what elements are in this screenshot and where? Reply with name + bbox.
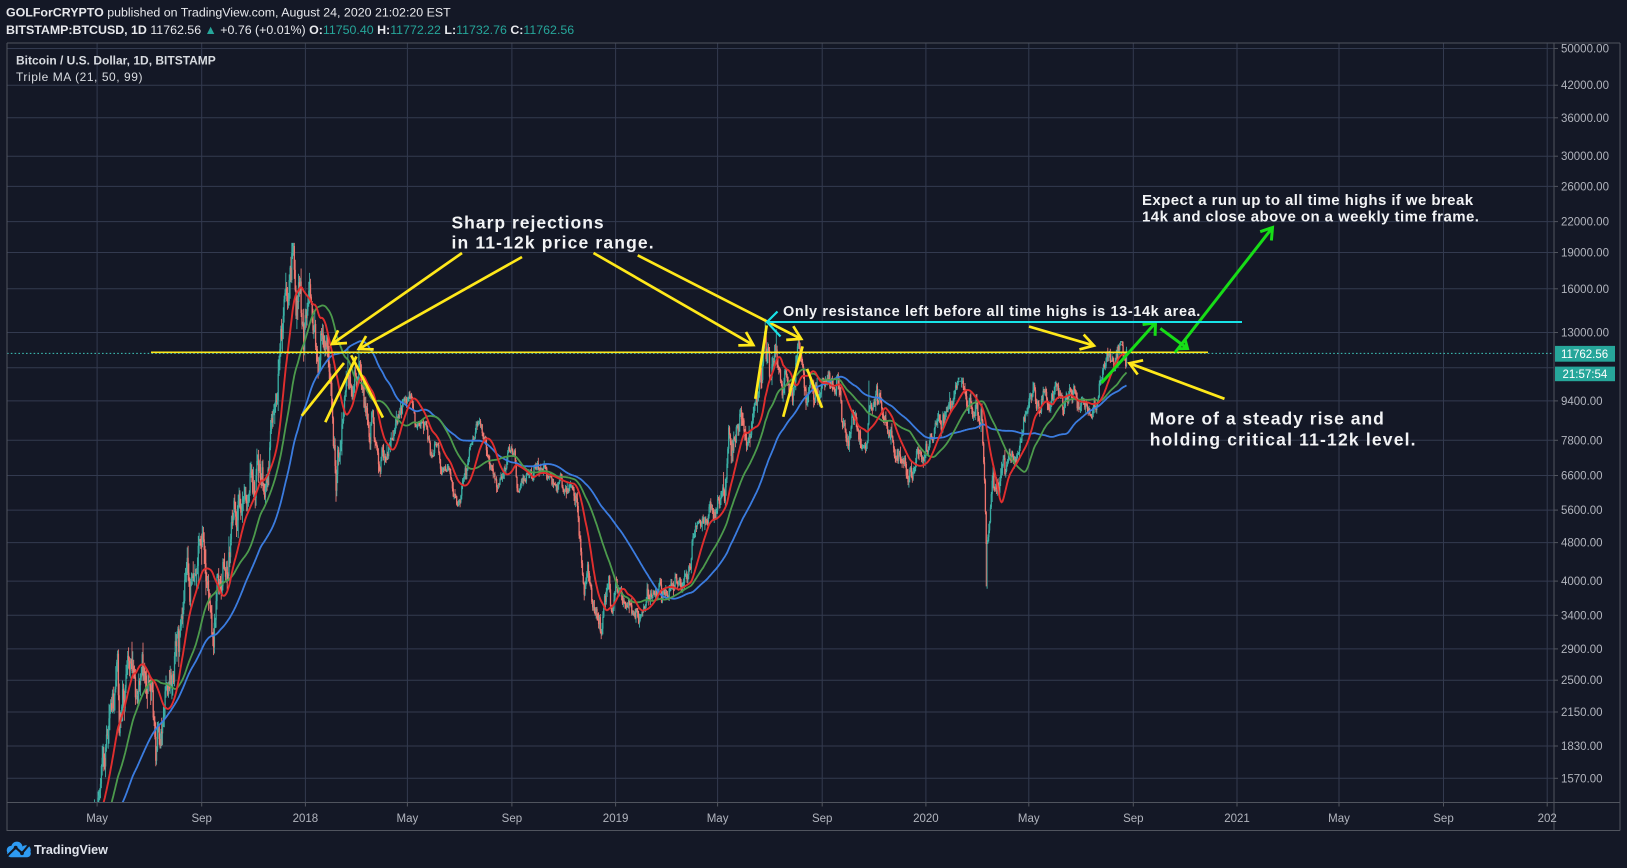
- svg-text:Only resistance left before al: Only resistance left before all time hig…: [783, 304, 1201, 320]
- svg-text:36000.00: 36000.00: [1561, 113, 1609, 125]
- svg-text:2150.00: 2150.00: [1561, 707, 1603, 719]
- svg-text:202: 202: [1538, 813, 1557, 825]
- svg-text:GOLForCRYPTO published on Trad: GOLForCRYPTO published on TradingView.co…: [6, 6, 451, 20]
- svg-text:3400.00: 3400.00: [1561, 610, 1603, 622]
- svg-text:2020: 2020: [913, 813, 939, 825]
- svg-text:6600.00: 6600.00: [1561, 471, 1603, 483]
- svg-text:2021: 2021: [1224, 813, 1250, 825]
- svg-text:7800.00: 7800.00: [1561, 435, 1603, 447]
- svg-text:holding critical 11-12k level.: holding critical 11-12k level.: [1150, 430, 1417, 450]
- svg-text:13000.00: 13000.00: [1561, 328, 1609, 340]
- svg-text:42000.00: 42000.00: [1561, 80, 1609, 92]
- svg-text:Sharp rejections: Sharp rejections: [452, 213, 605, 233]
- svg-text:21:57:54: 21:57:54: [1563, 369, 1608, 381]
- svg-text:2018: 2018: [293, 813, 319, 825]
- svg-text:TradingView: TradingView: [34, 843, 108, 857]
- svg-text:4000.00: 4000.00: [1561, 576, 1603, 588]
- svg-text:4800.00: 4800.00: [1561, 538, 1603, 550]
- svg-text:2019: 2019: [603, 813, 629, 825]
- svg-text:May: May: [1018, 813, 1040, 825]
- svg-text:More of a steady rise and: More of a steady rise and: [1150, 409, 1385, 429]
- svg-text:Sep: Sep: [191, 813, 211, 825]
- svg-text:5600.00: 5600.00: [1561, 505, 1603, 517]
- svg-text:14k and close above on a weekl: 14k and close above on a weekly time fra…: [1142, 209, 1479, 226]
- svg-text:2500.00: 2500.00: [1561, 675, 1603, 687]
- svg-text:1570.00: 1570.00: [1561, 773, 1603, 785]
- svg-text:May: May: [707, 813, 729, 825]
- svg-text:11762.56: 11762.56: [1561, 349, 1608, 361]
- svg-text:19000.00: 19000.00: [1561, 248, 1609, 260]
- svg-text:BITSTAMP:BTCUSD, 1D 11762.56: BITSTAMP:BTCUSD, 1D 11762.56 ▲ +0.76 (+0…: [6, 23, 574, 37]
- svg-text:1830.00: 1830.00: [1561, 741, 1603, 753]
- svg-text:Bitcoin / U.S. Dollar, 1D, BIT: Bitcoin / U.S. Dollar, 1D, BITSTAMP: [16, 54, 216, 68]
- svg-text:Triple MA (21, 50, 99): Triple MA (21, 50, 99): [16, 70, 143, 84]
- svg-text:26000.00: 26000.00: [1561, 181, 1609, 193]
- svg-text:May: May: [397, 813, 419, 825]
- svg-text:May: May: [86, 813, 108, 825]
- svg-text:Sep: Sep: [1433, 813, 1453, 825]
- svg-text:50000.00: 50000.00: [1561, 44, 1609, 56]
- svg-text:May: May: [1328, 813, 1350, 825]
- svg-text:16000.00: 16000.00: [1561, 284, 1609, 296]
- svg-text:Sep: Sep: [1123, 813, 1143, 825]
- svg-text:Expect a run up to all time hi: Expect a run up to all time highs if we …: [1142, 192, 1474, 209]
- svg-text:22000.00: 22000.00: [1561, 217, 1609, 229]
- svg-text:Sep: Sep: [502, 813, 522, 825]
- svg-text:Sep: Sep: [812, 813, 832, 825]
- svg-text:9400.00: 9400.00: [1561, 396, 1603, 408]
- svg-text:2900.00: 2900.00: [1561, 644, 1603, 656]
- svg-text:30000.00: 30000.00: [1561, 151, 1609, 163]
- svg-text:in 11-12k price range.: in 11-12k price range.: [452, 232, 655, 252]
